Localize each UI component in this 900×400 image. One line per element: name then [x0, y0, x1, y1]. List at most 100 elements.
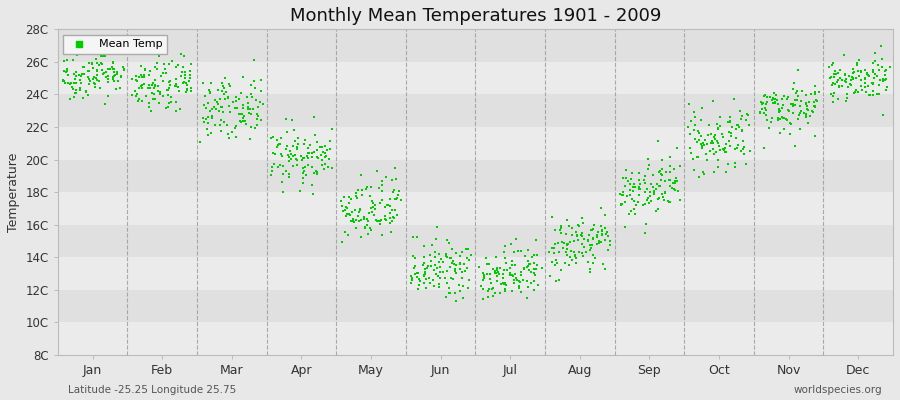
- Point: [437, 274, 452, 281]
- Point: [569, 229, 583, 235]
- Text: Latitude -25.25 Longitude 25.75: Latitude -25.25 Longitude 25.75: [68, 385, 236, 395]
- Point: [490, 266, 504, 273]
- Point: [866, 69, 880, 75]
- Point: [456, 261, 471, 267]
- Point: [503, 265, 517, 272]
- Point: [854, 87, 868, 93]
- Point: [140, 85, 155, 91]
- Point: [690, 153, 705, 160]
- Point: [647, 191, 662, 198]
- Point: [575, 240, 590, 247]
- Point: [576, 220, 590, 226]
- Point: [691, 137, 706, 143]
- Point: [574, 232, 589, 238]
- Point: [844, 82, 859, 89]
- Point: [290, 162, 304, 168]
- Point: [418, 269, 432, 275]
- Point: [379, 174, 393, 180]
- Point: [800, 102, 814, 109]
- Point: [148, 83, 162, 89]
- Point: [310, 169, 324, 175]
- Point: [283, 148, 297, 154]
- Point: [225, 129, 239, 136]
- Point: [739, 161, 753, 167]
- Point: [68, 73, 83, 79]
- Point: [869, 73, 884, 79]
- Point: [344, 218, 358, 224]
- Point: [662, 163, 677, 169]
- Point: [217, 85, 231, 91]
- Point: [240, 104, 255, 111]
- Point: [626, 188, 640, 194]
- Point: [161, 92, 176, 98]
- Point: [780, 107, 795, 113]
- Point: [556, 244, 571, 251]
- Point: [59, 68, 74, 75]
- Point: [93, 85, 107, 91]
- Point: [722, 138, 736, 145]
- Point: [657, 196, 671, 203]
- Point: [613, 190, 627, 197]
- Point: [626, 183, 640, 190]
- Point: [800, 106, 814, 113]
- Point: [882, 64, 896, 70]
- Point: [565, 225, 580, 231]
- Point: [842, 84, 856, 90]
- Point: [788, 143, 802, 150]
- Point: [445, 260, 459, 266]
- Point: [655, 191, 670, 197]
- Point: [542, 249, 556, 255]
- Point: [872, 90, 886, 97]
- Point: [248, 125, 262, 132]
- Point: [559, 249, 573, 255]
- Point: [156, 78, 170, 84]
- Point: [802, 98, 816, 105]
- Point: [202, 108, 217, 115]
- Point: [652, 194, 666, 201]
- Point: [391, 211, 405, 218]
- Point: [130, 90, 144, 97]
- Point: [513, 279, 527, 286]
- Point: [316, 149, 330, 156]
- Point: [615, 192, 629, 198]
- Point: [439, 251, 454, 257]
- Point: [302, 142, 317, 148]
- Point: [341, 210, 356, 217]
- Point: [866, 67, 880, 73]
- Point: [632, 192, 646, 198]
- Point: [595, 227, 609, 233]
- Point: [635, 202, 650, 209]
- Point: [417, 273, 431, 280]
- Point: [520, 263, 535, 269]
- Point: [427, 283, 441, 289]
- Point: [662, 199, 676, 205]
- Point: [590, 240, 605, 247]
- Point: [768, 99, 782, 106]
- Point: [388, 165, 402, 171]
- Point: [197, 102, 211, 109]
- Point: [284, 117, 299, 123]
- Point: [68, 90, 83, 96]
- Point: [211, 87, 225, 93]
- Point: [372, 184, 386, 191]
- Point: [655, 166, 670, 172]
- Point: [562, 239, 577, 245]
- Point: [368, 206, 382, 212]
- Point: [384, 177, 399, 184]
- Point: [57, 77, 71, 84]
- Point: [345, 209, 359, 216]
- Point: [672, 197, 687, 204]
- Point: [706, 169, 721, 175]
- Point: [267, 161, 282, 168]
- Point: [828, 68, 842, 74]
- Point: [773, 130, 788, 136]
- Point: [374, 232, 389, 238]
- Point: [832, 83, 847, 89]
- Point: [307, 114, 321, 120]
- Point: [477, 274, 491, 281]
- Point: [737, 144, 751, 150]
- Point: [410, 270, 424, 276]
- Point: [652, 168, 667, 174]
- Point: [866, 91, 880, 98]
- Point: [319, 154, 333, 160]
